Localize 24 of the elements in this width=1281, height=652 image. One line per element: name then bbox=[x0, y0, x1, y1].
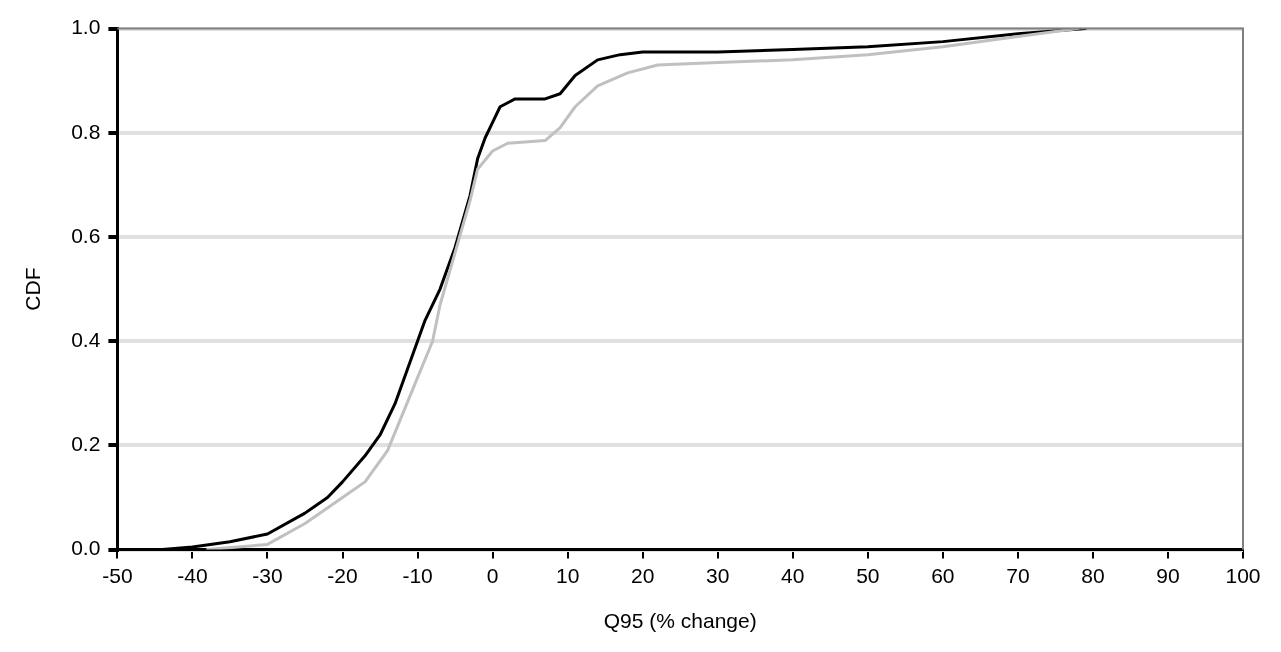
y-tick-label: 0.8 bbox=[71, 119, 101, 143]
x-tick-label: 100 bbox=[1225, 564, 1261, 587]
y-tick-label: 0.6 bbox=[71, 223, 101, 247]
x-tick-label: 0 bbox=[486, 564, 499, 587]
x-tick-label: 70 bbox=[1006, 564, 1030, 587]
x-tick-label: -20 bbox=[327, 564, 358, 587]
x-tick-label: -40 bbox=[177, 564, 208, 587]
y-tick-label: 0.0 bbox=[71, 536, 101, 560]
x-tick-label: 80 bbox=[1081, 564, 1105, 587]
x-tick-label: 30 bbox=[706, 564, 730, 587]
x-tick-label: 60 bbox=[931, 564, 955, 587]
x-tick-label: 90 bbox=[1156, 564, 1180, 587]
x-tick-label: 50 bbox=[856, 564, 880, 587]
y-tick-label: 0.4 bbox=[71, 328, 101, 351]
y-tick-label: 1.0 bbox=[71, 15, 101, 39]
x-tick-label: 40 bbox=[781, 564, 805, 587]
x-tick-label: -30 bbox=[252, 564, 283, 587]
x-tick-label: 20 bbox=[631, 564, 655, 587]
x-tick-label: 10 bbox=[555, 564, 580, 587]
x-tick-label: -50 bbox=[102, 564, 133, 587]
x-axis-title: Q95 (% change) bbox=[603, 609, 757, 633]
y-axis-title: CDF bbox=[21, 267, 45, 311]
x-tick-label: -10 bbox=[402, 564, 433, 587]
y-tick-label: 0.2 bbox=[71, 432, 101, 456]
